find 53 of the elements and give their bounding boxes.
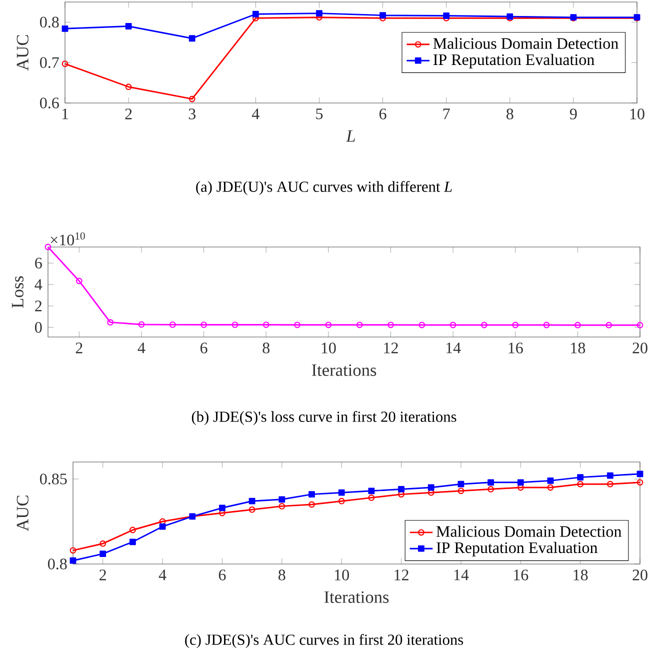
legend-label: Malicious Domain Detection (436, 526, 622, 537)
x-tick-label: 1 (62, 108, 68, 120)
x-tick-label: 2 (99, 570, 106, 580)
x-tick-label: 3 (188, 108, 196, 120)
x-tick-label: 4 (158, 570, 166, 580)
y-tick-label: 0 (34, 322, 42, 333)
x-tick-label: 14 (454, 570, 469, 580)
x-axis-title: Iterations (324, 591, 388, 603)
x-tick-label: 12 (384, 342, 398, 354)
x-tick-label: 8 (506, 108, 514, 120)
y-tick-label: 0.6 (40, 98, 59, 108)
x-tick-label: 20 (632, 342, 648, 354)
x-axis-title: Iterations (312, 364, 376, 376)
y-tick-label: 0.7 (40, 57, 59, 68)
x-tick-label: 4 (252, 108, 260, 120)
y-tick-label: 0.8 (40, 16, 59, 28)
legend-label: IP Reputation Evaluation (436, 542, 598, 556)
x-tick-label: 10 (322, 342, 336, 354)
text: (c) JDE(S)'s AUC curves in first 20 iterations (184, 634, 463, 648)
y-axis-title: AUC (16, 496, 28, 532)
x-tick-label: 6 (379, 108, 386, 120)
x-tick-label: 2 (76, 342, 82, 354)
x-tick-label: 16 (508, 342, 523, 354)
x-tick-label: 4 (138, 342, 146, 354)
x-tick-label: 2 (125, 108, 132, 120)
y-axis-title: AUC (16, 35, 28, 71)
x-axis-title: L (346, 130, 355, 142)
x-tick-label: 12 (394, 570, 408, 580)
x-tick-label: 9 (570, 108, 577, 120)
y-tick-label: 0.85 (40, 474, 67, 484)
y-axis-title: Loss (12, 276, 24, 308)
x-tick-label: 20 (632, 570, 648, 580)
y-tick-label: 4 (34, 279, 42, 290)
legend-label: IP Reputation Evaluation (433, 54, 594, 68)
x-tick-label: 8 (278, 570, 286, 580)
x-tick-label: 18 (574, 570, 588, 580)
x-tick-label: 18 (570, 342, 585, 354)
x-tick-label: 5 (316, 108, 322, 120)
x-tick-label: 6 (218, 570, 226, 580)
text: ×10$^{10}$ (50, 232, 85, 246)
y-tick-label: 0.8 (48, 558, 67, 570)
x-tick-label: 8 (262, 342, 270, 354)
y-tick-label: 2 (34, 300, 42, 312)
x-tick-label: 16 (514, 570, 528, 580)
x-tick-label: 7 (443, 108, 450, 120)
text: (b) JDE(S)'s loss curve in first 20 iterations (192, 410, 456, 426)
text: (a) JDE(U)'s AUC curves with different L (196, 180, 452, 196)
y-tick-label: 6 (34, 258, 42, 268)
x-tick-label: 10 (630, 108, 644, 120)
x-tick-label: 14 (446, 342, 461, 354)
legend-label: Malicious Domain Detection (433, 38, 618, 49)
x-tick-label: 6 (200, 342, 208, 354)
x-tick-label: 10 (334, 570, 349, 580)
